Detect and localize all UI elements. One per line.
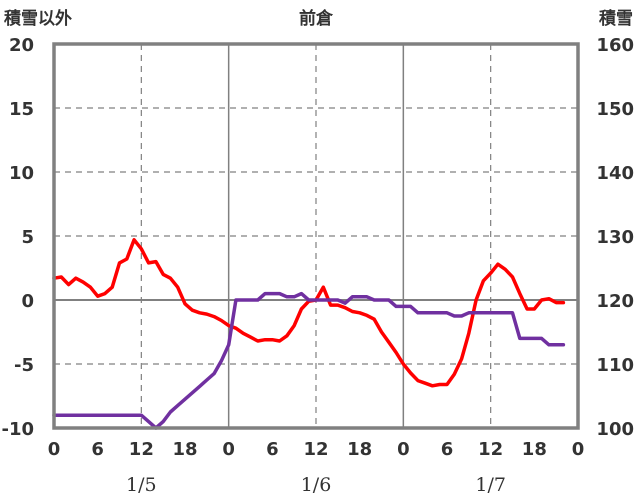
x-tick-label: 0 (397, 439, 410, 460)
right-tick-label: 110 (596, 355, 634, 376)
left-tick-label: 20 (9, 35, 34, 56)
right-tick-label: 120 (596, 291, 634, 312)
series-line-2 (52, 291, 566, 430)
x-tick-label: 12 (303, 439, 328, 460)
plot-frame (52, 42, 580, 430)
x-tick-label: 18 (172, 439, 197, 460)
left-axis: 20 15 10 5 0 -5 -10 (1, 35, 34, 440)
x-tick-label: 12 (129, 439, 154, 460)
date-label: 1/5 (126, 474, 157, 496)
left-tick-label: 0 (21, 291, 34, 312)
x-tick-label: 6 (266, 439, 279, 460)
right-tick-label: 160 (596, 35, 634, 56)
x-axis: 0 6 12 18 0 6 12 18 0 6 12 18 0 (48, 439, 585, 460)
right-axis-label: 積雪 (599, 8, 633, 29)
chart-title: 前倉 (299, 8, 334, 29)
x-tick-label: 6 (91, 439, 104, 460)
right-tick-label: 100 (596, 419, 634, 440)
x-tick-label: 12 (478, 439, 503, 460)
right-tick-label: 150 (596, 99, 634, 120)
left-tick-label: -5 (14, 355, 34, 376)
grid (54, 44, 578, 428)
x-tick-label: 0 (572, 439, 585, 460)
left-tick-label: 10 (9, 163, 34, 184)
x-tick-label: 6 (441, 439, 454, 460)
series-group (52, 238, 566, 430)
left-tick-label: 5 (21, 227, 34, 248)
right-tick-label: 140 (596, 163, 634, 184)
right-axis: 160 150 140 130 120 110 100 (596, 35, 634, 440)
left-axis-label: 積雪以外 (4, 8, 72, 29)
left-tick-label: 15 (9, 99, 34, 120)
date-labels: 1/5 1/6 1/7 (126, 474, 506, 496)
x-tick-label: 18 (347, 439, 372, 460)
left-tick-label: -10 (1, 419, 34, 440)
date-label: 1/7 (475, 474, 506, 496)
x-tick-label: 18 (522, 439, 547, 460)
x-tick-label: 0 (222, 439, 235, 460)
date-label: 1/6 (301, 474, 332, 496)
right-tick-label: 130 (596, 227, 634, 248)
x-tick-label: 0 (48, 439, 61, 460)
